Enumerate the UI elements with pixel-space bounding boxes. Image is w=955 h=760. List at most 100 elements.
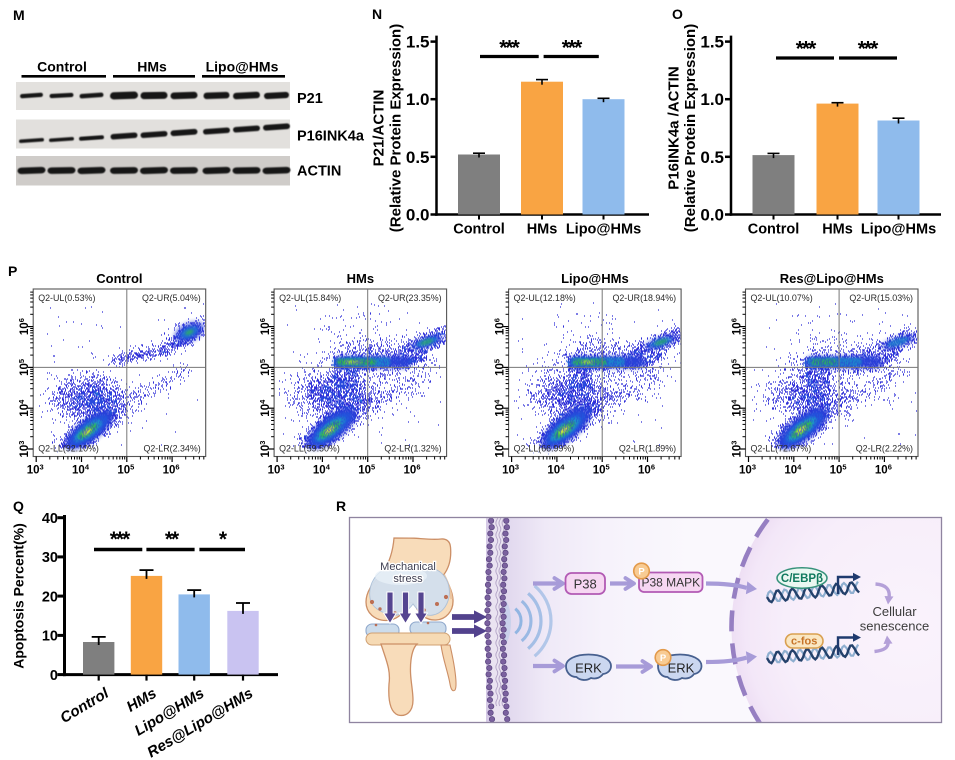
svg-text:Q2-UR(23.35%): Q2-UR(23.35%) [378, 293, 442, 303]
svg-text:HMs: HMs [527, 222, 558, 238]
svg-text:P38 MAPK: P38 MAPK [641, 576, 700, 590]
svg-text:104: 104 [72, 463, 90, 477]
svg-text:20: 20 [42, 589, 58, 605]
svg-text:P38: P38 [574, 577, 597, 592]
svg-text:ERK: ERK [668, 661, 695, 676]
svg-text:105: 105 [593, 463, 610, 477]
svg-text:Res@Lipo@HMs: Res@Lipo@HMs [780, 271, 884, 286]
svg-text:P16INK4a /ACTIN: P16INK4a /ACTIN [666, 66, 683, 189]
svg-text:106: 106 [730, 318, 744, 335]
svg-text:Lipo@HMs: Lipo@HMs [861, 222, 936, 238]
svg-text:P16INK4a: P16INK4a [297, 129, 365, 145]
svg-text:106: 106 [17, 318, 31, 335]
svg-text:104: 104 [258, 399, 272, 417]
svg-text:1.5: 1.5 [700, 33, 724, 52]
svg-text:106: 106 [638, 463, 655, 477]
svg-text:106: 106 [493, 318, 507, 335]
svg-text:103: 103 [739, 463, 756, 477]
svg-text:P: P [638, 567, 645, 578]
svg-text:Mechanical: Mechanical [380, 561, 436, 573]
svg-text:0.0: 0.0 [406, 206, 430, 225]
svg-text:ERK: ERK [575, 661, 602, 676]
svg-text:Control: Control [748, 222, 800, 238]
svg-text:106: 106 [163, 463, 180, 477]
svg-text:105: 105 [730, 359, 744, 376]
svg-text:P: P [660, 653, 667, 664]
svg-text:106: 106 [875, 463, 892, 477]
svg-text:105: 105 [17, 359, 31, 376]
svg-text:Q2-LL(72.67%): Q2-LL(72.67%) [751, 444, 812, 454]
svg-text:ACTIN: ACTIN [297, 164, 341, 180]
svg-text:Cellular: Cellular [872, 604, 917, 619]
svg-text:105: 105 [493, 359, 507, 376]
svg-text:HMs: HMs [822, 222, 853, 238]
svg-text:Lipo@HMs: Lipo@HMs [206, 59, 279, 75]
svg-text:103: 103 [502, 463, 519, 477]
svg-text:0: 0 [50, 668, 58, 684]
svg-text:104: 104 [547, 463, 565, 477]
svg-text:stress: stress [393, 573, 423, 585]
svg-text:Q2-LL(66.99%): Q2-LL(66.99%) [514, 444, 575, 454]
svg-text:106: 106 [404, 463, 421, 477]
svg-text:104: 104 [17, 399, 31, 417]
svg-text:**: ** [165, 528, 180, 551]
svg-text:Q2-LR(2.34%): Q2-LR(2.34%) [143, 444, 200, 454]
svg-text:104: 104 [730, 399, 744, 417]
svg-text:(Relative Protein Expression): (Relative Protein Expression) [388, 24, 405, 232]
svg-text:HMs: HMs [347, 271, 374, 286]
svg-text:105: 105 [117, 463, 134, 477]
svg-text:P21/ACTIN: P21/ACTIN [371, 90, 388, 167]
svg-text:Control: Control [57, 684, 112, 726]
svg-text:Q2-UL(15.84%): Q2-UL(15.84%) [279, 293, 341, 303]
svg-text:P21: P21 [297, 91, 323, 107]
svg-text:Q2-UL(0.53%): Q2-UL(0.53%) [38, 293, 95, 303]
svg-text:Q2-LL(92.10%): Q2-LL(92.10%) [38, 444, 99, 454]
svg-text:Control: Control [96, 271, 142, 286]
svg-text:103: 103 [493, 441, 507, 458]
svg-text:103: 103 [258, 441, 272, 458]
svg-text:Q2-UR(18.94%): Q2-UR(18.94%) [612, 293, 676, 303]
svg-text:104: 104 [313, 463, 331, 477]
svg-text:Q2-LR(1.32%): Q2-LR(1.32%) [384, 444, 441, 454]
svg-text:senescence: senescence [860, 619, 929, 634]
svg-text:1.0: 1.0 [700, 90, 724, 109]
svg-text:30: 30 [42, 550, 58, 566]
svg-text:Q2-UR(15.03%): Q2-UR(15.03%) [849, 293, 913, 303]
svg-text:Q2-UL(12.18%): Q2-UL(12.18%) [514, 293, 576, 303]
svg-text:105: 105 [258, 359, 272, 376]
svg-text:HMs: HMs [137, 59, 167, 75]
svg-text:1.5: 1.5 [406, 33, 430, 52]
svg-text:Q2-LL(59.50%): Q2-LL(59.50%) [279, 444, 340, 454]
svg-text:***: *** [499, 37, 520, 60]
svg-text:103: 103 [17, 441, 31, 458]
svg-text:105: 105 [358, 463, 375, 477]
svg-text:c-fos: c-fos [791, 636, 817, 648]
svg-text:106: 106 [258, 318, 272, 335]
svg-text:***: *** [858, 38, 879, 61]
svg-text:O: O [672, 6, 683, 22]
svg-text:Control: Control [453, 222, 505, 238]
svg-text:103: 103 [730, 441, 744, 458]
svg-text:R: R [336, 498, 346, 514]
svg-text:103: 103 [268, 463, 285, 477]
svg-text:10: 10 [42, 629, 58, 645]
svg-text:1.0: 1.0 [406, 90, 430, 109]
svg-text:104: 104 [493, 399, 507, 417]
svg-text:Q2-UR(5.04%): Q2-UR(5.04%) [142, 293, 201, 303]
svg-text:40: 40 [42, 511, 58, 527]
svg-text:0.5: 0.5 [700, 148, 724, 167]
svg-text:P: P [8, 263, 17, 279]
svg-text:0.0: 0.0 [700, 206, 724, 225]
svg-text:C/EBPβ: C/EBPβ [781, 573, 823, 585]
svg-text:103: 103 [27, 463, 44, 477]
svg-text:(Relative Protein Expression): (Relative Protein Expression) [682, 24, 699, 232]
svg-text:***: *** [562, 37, 583, 60]
svg-text:M: M [13, 7, 25, 23]
svg-text:Lipo@HMs: Lipo@HMs [566, 222, 641, 238]
svg-text:***: *** [796, 38, 817, 61]
svg-text:Apoptosis Percent(%): Apoptosis Percent(%) [11, 523, 27, 668]
svg-text:Q: Q [13, 498, 24, 514]
svg-text:Lipo@HMs: Lipo@HMs [561, 271, 629, 286]
svg-text:*: * [219, 528, 228, 551]
svg-text:***: *** [110, 528, 131, 551]
